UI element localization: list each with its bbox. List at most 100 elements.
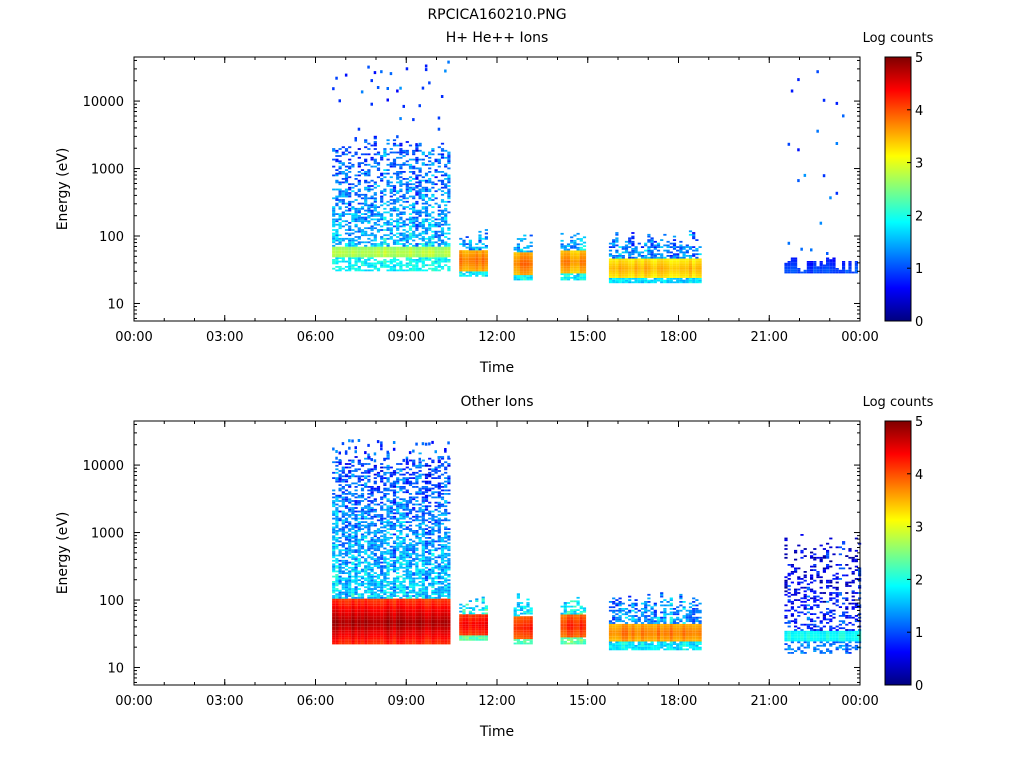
- heatmap-cell: [396, 151, 400, 154]
- heatmap-cell: [370, 209, 374, 212]
- heatmap-cell: [376, 243, 381, 245]
- heatmap-cell: [444, 165, 448, 168]
- heatmap-cell: [373, 607, 377, 610]
- heatmap-cell: [415, 600, 419, 603]
- heatmap-cell: [566, 255, 571, 258]
- heatmap-cell: [338, 234, 342, 237]
- heatmap-cell: [332, 244, 336, 247]
- heatmap-cell: [529, 255, 533, 258]
- heatmap-cell: [367, 565, 371, 567]
- heatmap-cell: [462, 239, 466, 242]
- heatmap-cell: [335, 582, 339, 585]
- heatmap-cell: [335, 595, 339, 597]
- heatmap-cell: [344, 165, 349, 168]
- heatmap-cell: [376, 610, 381, 613]
- heatmap-cell: [412, 559, 416, 562]
- heatmap-cell: [338, 566, 342, 569]
- heatmap-cell: [695, 277, 699, 280]
- heatmap-cell: [399, 195, 403, 198]
- heatmap-cell: [688, 277, 693, 280]
- heatmap-cell: [383, 266, 387, 268]
- heatmap-cell: [415, 269, 419, 272]
- heatmap-cell: [459, 260, 463, 263]
- heatmap-cell: [396, 174, 400, 177]
- heatmap-cell: [424, 248, 429, 251]
- heatmap-cell: [484, 255, 488, 258]
- heatmap-cell: [386, 250, 390, 252]
- heatmap-cell: [376, 623, 381, 626]
- heatmap-cell: [628, 253, 632, 256]
- heatmap-cell: [399, 522, 403, 525]
- heatmap-cell: [444, 207, 448, 210]
- heatmap-cell: [389, 522, 393, 525]
- heatmap-cell: [373, 473, 377, 476]
- heatmap-cell: [396, 229, 400, 231]
- heatmap-cell: [338, 99, 341, 103]
- heatmap-cell: [608, 265, 613, 268]
- heatmap-cell: [421, 556, 425, 559]
- heatmap-cell: [392, 637, 397, 640]
- heatmap-cell: [383, 605, 387, 608]
- heatmap-cell: [402, 163, 406, 166]
- heatmap-cell: [526, 255, 530, 258]
- heatmap-cell: [396, 637, 400, 640]
- heatmap-cell: [415, 623, 419, 626]
- heatmap-cell: [624, 269, 629, 271]
- heatmap-cell: [570, 250, 574, 253]
- heatmap-cell: [529, 264, 533, 267]
- heatmap-cell: [481, 255, 485, 258]
- heatmap-cell: [335, 524, 339, 527]
- heatmap-cell: [383, 482, 387, 485]
- heatmap-cell: [478, 271, 482, 274]
- heatmap-cell: [582, 264, 587, 267]
- x-tick-label: 21:00: [751, 330, 788, 345]
- heatmap-cell: [386, 200, 390, 203]
- heatmap-cell: [682, 274, 686, 277]
- heatmap-cell: [338, 577, 342, 580]
- heatmap-cell: [335, 621, 339, 624]
- heatmap-cell: [344, 213, 349, 215]
- heatmap-cell: [468, 271, 472, 274]
- heatmap-cell: [418, 533, 422, 536]
- heatmap-cell: [348, 239, 352, 242]
- heatmap-cell: [790, 271, 794, 274]
- heatmap-cell: [338, 257, 342, 259]
- heatmap-cell: [660, 281, 664, 284]
- heatmap-cell: [341, 486, 345, 488]
- heatmap-cell: [418, 197, 422, 200]
- heatmap-cell: [415, 158, 419, 161]
- heatmap-cell: [523, 234, 527, 237]
- heatmap-cell: [794, 269, 798, 272]
- heatmap-cell: [615, 237, 619, 240]
- heatmap-cell: [396, 241, 400, 244]
- heatmap-cell: [653, 274, 657, 277]
- heatmap-cell: [573, 271, 577, 274]
- heatmap-cell: [380, 531, 384, 534]
- heatmap-cell: [373, 595, 377, 597]
- heatmap-cell: [348, 639, 352, 641]
- heatmap-cell: [332, 535, 336, 538]
- heatmap-cell: [447, 243, 451, 245]
- heatmap-cell: [672, 260, 677, 263]
- heatmap-cell: [332, 250, 336, 252]
- heatmap-cell: [357, 616, 361, 618]
- heatmap-cell: [354, 589, 358, 592]
- heatmap-cell: [367, 216, 371, 219]
- heatmap-cell: [399, 218, 403, 221]
- heatmap-cell: [344, 475, 349, 478]
- heatmap-cell: [682, 260, 686, 263]
- heatmap-cell: [405, 598, 409, 601]
- heatmap-cell: [573, 269, 577, 272]
- heatmap-cell: [389, 552, 393, 555]
- x-tick-label: 12:00: [478, 330, 515, 345]
- heatmap-cell: [348, 232, 352, 235]
- heatmap-cell: [338, 637, 342, 640]
- heatmap-cell: [576, 262, 580, 265]
- heatmap-cell: [624, 281, 629, 284]
- heatmap-cell: [373, 223, 377, 226]
- heatmap-cell: [348, 542, 352, 545]
- heatmap-cell: [357, 477, 361, 479]
- heatmap-cell: [386, 549, 390, 552]
- heatmap-cell: [672, 277, 677, 280]
